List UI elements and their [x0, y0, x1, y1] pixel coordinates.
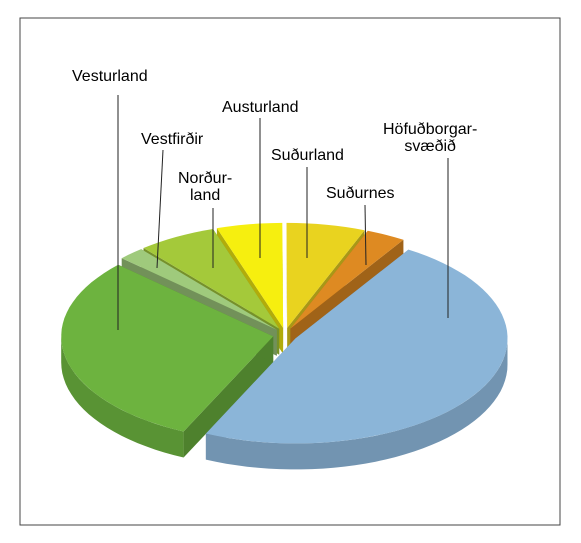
- slice-top: [121, 249, 277, 330]
- slice-label: Vesturland: [72, 68, 148, 85]
- slice-label: Suðurland: [271, 147, 344, 164]
- slice-top: [286, 222, 365, 328]
- slice-side: [286, 222, 288, 354]
- slice-label: Höfuðborgar- svæðið: [383, 121, 478, 155]
- slice-top: [61, 264, 274, 432]
- leader-line: [156, 149, 164, 269]
- slice-top: [143, 229, 280, 329]
- slice-label: Suðurnes: [326, 185, 395, 202]
- slice-label: Austurland: [222, 99, 299, 116]
- slice: [61, 264, 274, 458]
- slice-label: Norður- land: [178, 170, 233, 204]
- leader-line: [364, 204, 367, 266]
- slice-side: [183, 336, 274, 458]
- slice-wall: [61, 336, 184, 458]
- slice-top: [290, 230, 404, 329]
- pie: [61, 222, 508, 470]
- slice: [205, 249, 508, 470]
- slice-wall: [205, 338, 508, 470]
- leader-lines: [117, 95, 449, 330]
- slice-top: [216, 222, 284, 328]
- slice-label: Vestfirðir: [141, 131, 204, 148]
- slice-top: [205, 249, 508, 444]
